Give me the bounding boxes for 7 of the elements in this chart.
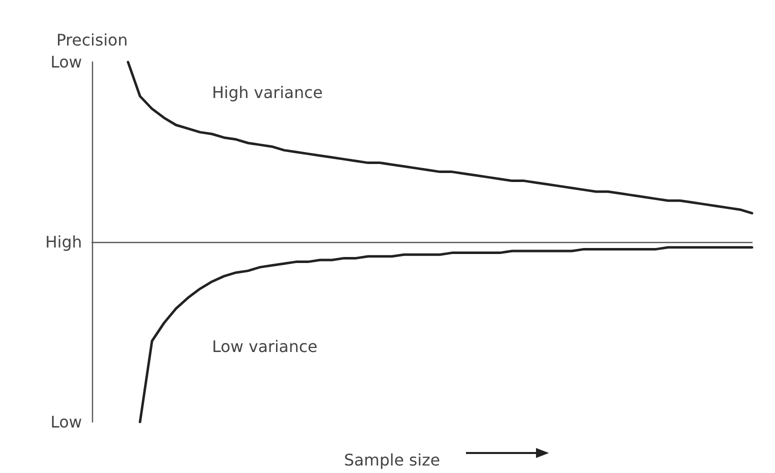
y-axis-title: Precision	[56, 30, 128, 50]
text: High	[45, 232, 82, 252]
text: Low variance	[212, 336, 318, 356]
text: Low	[50, 412, 82, 432]
series-label: High variance	[212, 83, 323, 102]
text: Low	[50, 52, 82, 72]
x-axis-title: Sample size	[344, 450, 440, 470]
